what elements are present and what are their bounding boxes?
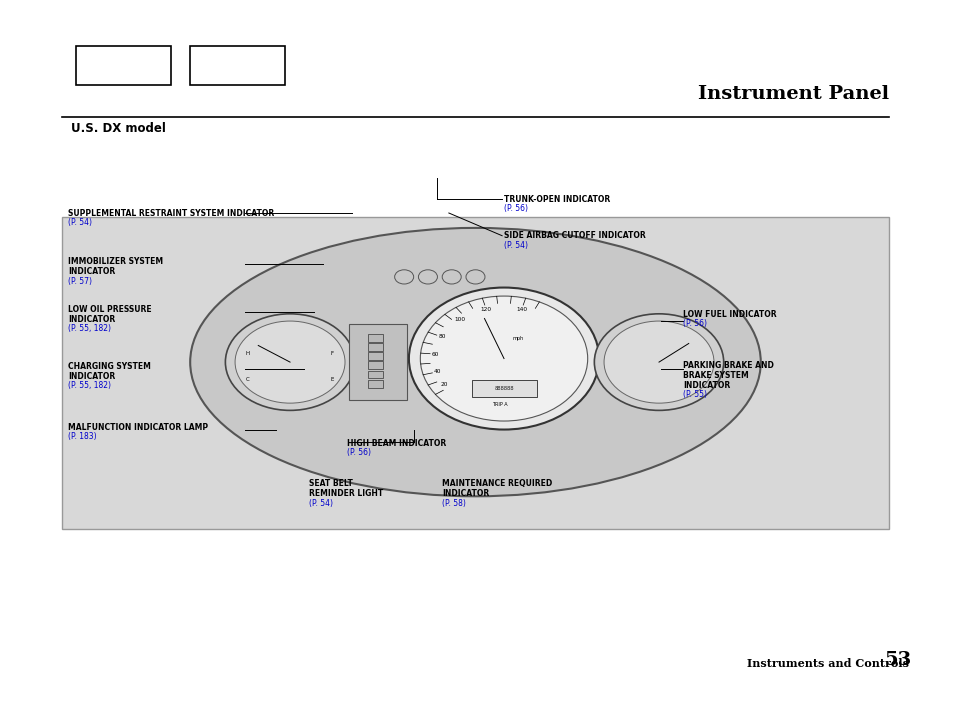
Text: IMMOBILIZER SYSTEM: IMMOBILIZER SYSTEM (69, 257, 163, 266)
FancyBboxPatch shape (76, 46, 171, 85)
Text: CHARGING SYSTEM: CHARGING SYSTEM (69, 362, 152, 371)
FancyBboxPatch shape (368, 380, 383, 388)
Text: 100: 100 (454, 317, 465, 322)
Text: BRAKE SYSTEM: BRAKE SYSTEM (682, 371, 748, 380)
Text: (P. 58): (P. 58) (442, 499, 466, 508)
FancyBboxPatch shape (368, 343, 383, 351)
Text: (P. 54): (P. 54) (503, 241, 527, 251)
Text: (P. 54): (P. 54) (309, 499, 333, 508)
Circle shape (225, 314, 355, 410)
Text: TRUNK-OPEN INDICATOR: TRUNK-OPEN INDICATOR (503, 195, 610, 204)
Text: INDICATOR: INDICATOR (69, 372, 115, 381)
Text: 140: 140 (516, 307, 527, 312)
Text: SEAT BELT: SEAT BELT (309, 479, 353, 488)
Text: U.S. DX model: U.S. DX model (71, 122, 166, 135)
Text: F: F (330, 351, 334, 356)
Circle shape (395, 270, 414, 284)
Circle shape (420, 296, 587, 421)
Text: 60: 60 (432, 351, 439, 356)
Text: INDICATOR: INDICATOR (69, 267, 115, 276)
Text: 80: 80 (437, 334, 445, 339)
Text: 120: 120 (480, 307, 492, 312)
FancyBboxPatch shape (368, 361, 383, 369)
Text: Instrument Panel: Instrument Panel (698, 85, 888, 103)
FancyBboxPatch shape (368, 371, 383, 378)
FancyBboxPatch shape (471, 380, 537, 397)
FancyBboxPatch shape (190, 46, 285, 85)
Text: 888888: 888888 (494, 386, 514, 391)
Circle shape (409, 288, 598, 430)
FancyBboxPatch shape (62, 217, 888, 529)
Text: (P. 55, 182): (P. 55, 182) (69, 324, 112, 334)
Text: SIDE AIRBAG CUTOFF INDICATOR: SIDE AIRBAG CUTOFF INDICATOR (503, 231, 645, 241)
Text: REMINDER LIGHT: REMINDER LIGHT (309, 489, 383, 498)
Text: (P. 57): (P. 57) (69, 277, 92, 286)
Circle shape (234, 321, 345, 403)
Text: E: E (330, 378, 334, 383)
Text: LOW OIL PRESSURE: LOW OIL PRESSURE (69, 305, 152, 315)
Text: 20: 20 (440, 381, 448, 387)
Text: (P. 54): (P. 54) (69, 218, 92, 227)
FancyBboxPatch shape (368, 352, 383, 360)
Text: (P. 56): (P. 56) (682, 320, 706, 329)
FancyBboxPatch shape (368, 334, 383, 342)
Text: MAINTENANCE REQUIRED: MAINTENANCE REQUIRED (442, 479, 552, 488)
Text: (P. 56): (P. 56) (503, 204, 527, 214)
Text: C: C (246, 378, 250, 383)
Text: MALFUNCTION INDICATOR LAMP: MALFUNCTION INDICATOR LAMP (69, 423, 209, 432)
Ellipse shape (190, 228, 760, 496)
Circle shape (603, 321, 713, 403)
Text: PARKING BRAKE AND: PARKING BRAKE AND (682, 361, 773, 370)
Circle shape (442, 270, 460, 284)
Text: LOW FUEL INDICATOR: LOW FUEL INDICATOR (682, 310, 776, 319)
Text: mph: mph (512, 336, 523, 342)
Text: (P. 55, 182): (P. 55, 182) (69, 381, 112, 391)
Text: HIGH BEAM INDICATOR: HIGH BEAM INDICATOR (347, 439, 446, 448)
Text: SUPPLEMENTAL RESTRAINT SYSTEM INDICATOR: SUPPLEMENTAL RESTRAINT SYSTEM INDICATOR (69, 209, 274, 218)
Circle shape (594, 314, 723, 410)
Circle shape (418, 270, 437, 284)
Text: Instruments and Controls: Instruments and Controls (745, 658, 907, 669)
Text: 53: 53 (883, 651, 911, 669)
Text: 40: 40 (434, 369, 441, 374)
Circle shape (465, 270, 484, 284)
Text: INDICATOR: INDICATOR (442, 489, 489, 498)
Text: INDICATOR: INDICATOR (69, 315, 115, 324)
Text: (P. 56): (P. 56) (347, 448, 371, 457)
Text: H: H (246, 351, 250, 356)
FancyBboxPatch shape (349, 324, 407, 400)
Text: TRIP A: TRIP A (492, 402, 508, 408)
Text: INDICATOR: INDICATOR (682, 381, 729, 390)
Text: (P. 55): (P. 55) (682, 391, 706, 400)
Text: (P. 183): (P. 183) (69, 432, 97, 442)
